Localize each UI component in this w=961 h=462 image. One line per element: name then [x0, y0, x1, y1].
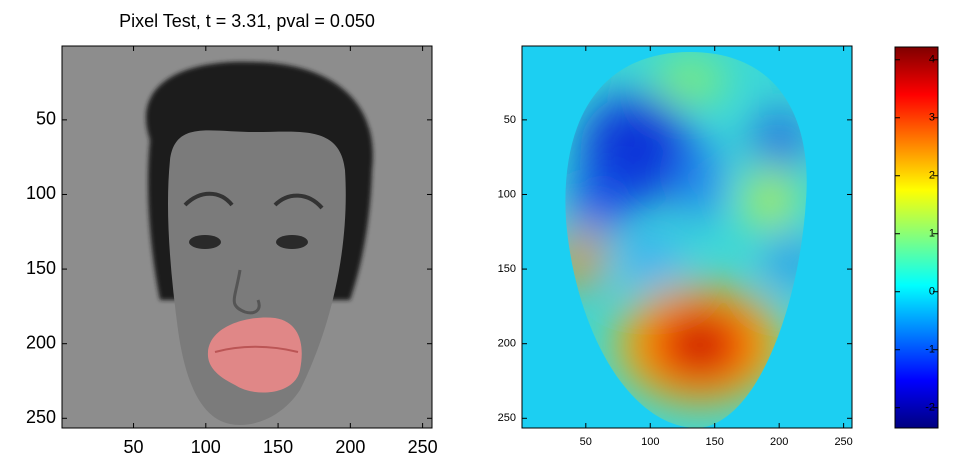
- x-tick-label: 250: [408, 437, 438, 457]
- y-tick-label: 3: [929, 112, 935, 124]
- y-tick-label: 200: [498, 338, 516, 350]
- x-tick-label: 100: [191, 437, 221, 457]
- x-tick-label: 200: [335, 437, 365, 457]
- x-tick-label: 100: [641, 436, 659, 448]
- x-tick-label: 150: [263, 437, 293, 457]
- y-tick-label: 50: [504, 114, 516, 126]
- y-tick-label: 250: [498, 412, 516, 424]
- y-tick-label: -2: [925, 402, 935, 414]
- axes-frame: [61, 45, 433, 429]
- y-tick-label: 0: [929, 286, 935, 298]
- x-tick-label: 200: [770, 436, 788, 448]
- chart-title: Pixel Test, t = 3.31, pval = 0.050: [119, 11, 375, 31]
- axes-frame: [894, 46, 939, 429]
- y-tick-label: 1: [929, 228, 935, 240]
- face-image: [62, 46, 432, 428]
- x-tick-label: 150: [706, 436, 724, 448]
- y-tick-label: 200: [26, 332, 56, 352]
- x-tick-label: 250: [834, 436, 852, 448]
- x-tick-label: 50: [580, 436, 592, 448]
- y-tick-label: 150: [26, 258, 56, 278]
- y-tick-label: 150: [498, 263, 516, 275]
- y-tick-label: 100: [498, 188, 516, 200]
- axes-frame: [521, 45, 853, 429]
- colorbar-gradient: [895, 47, 938, 428]
- x-tick-label: 50: [124, 437, 144, 457]
- y-tick-label: -1: [925, 344, 935, 356]
- y-tick-label: 4: [929, 54, 935, 66]
- y-tick-label: 100: [26, 183, 56, 203]
- y-tick-label: 50: [36, 109, 56, 129]
- y-tick-label: 250: [26, 407, 56, 427]
- heatmap-image: [522, 46, 852, 428]
- y-tick-label: 2: [929, 170, 935, 182]
